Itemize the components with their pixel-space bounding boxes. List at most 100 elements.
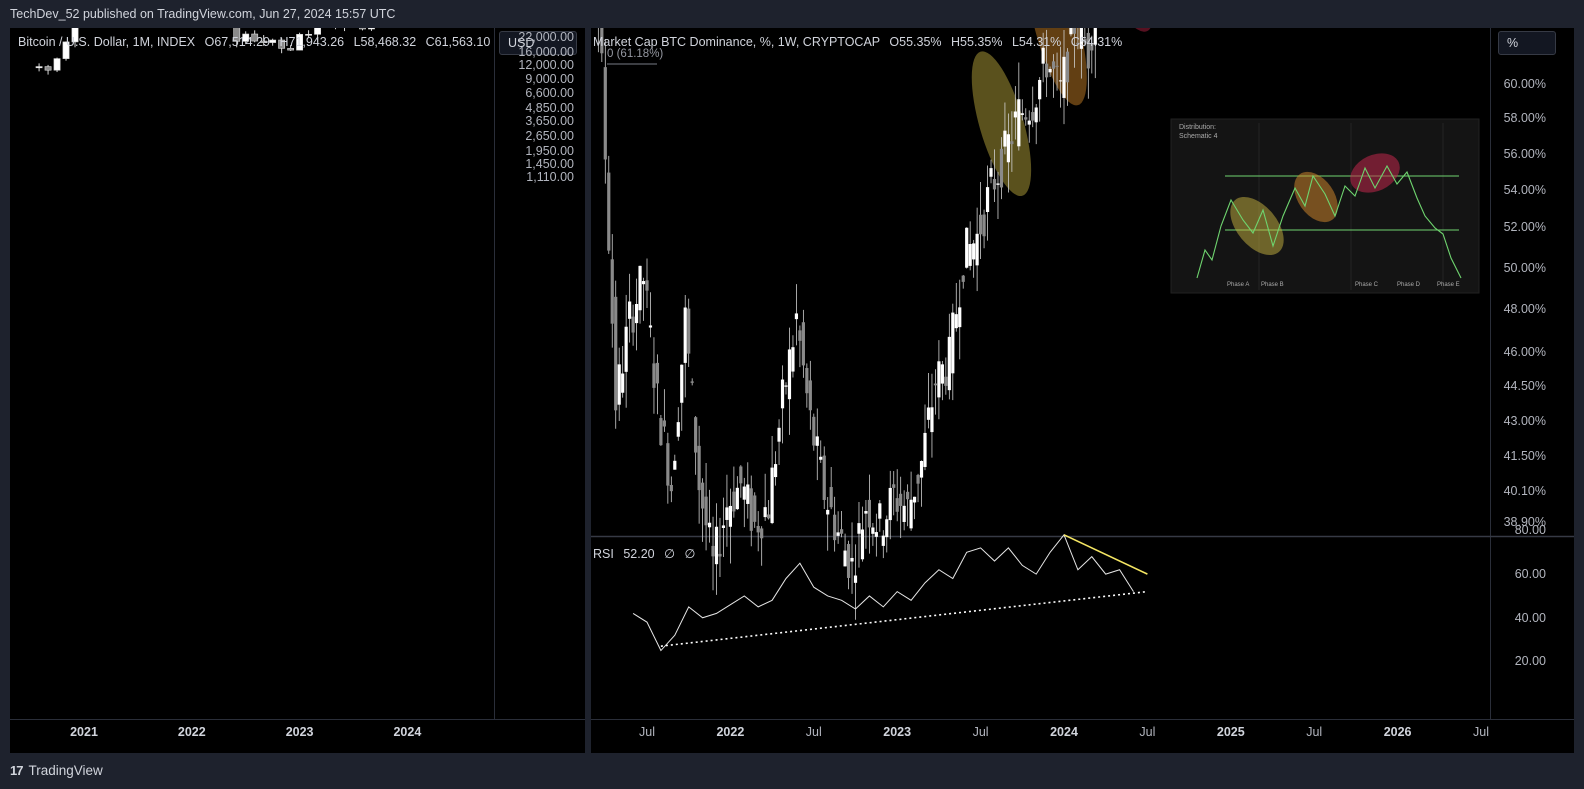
btc-y-tick-label: 4,850.00 xyxy=(525,100,574,115)
rsi-support-line xyxy=(660,590,1148,647)
dominance-candle xyxy=(840,510,844,538)
dominance-candle-body xyxy=(697,445,701,491)
dominance-x-tick-label: 2026 xyxy=(1383,725,1412,739)
dominance-candle-body xyxy=(770,467,774,524)
dominance-candle-body xyxy=(683,307,687,363)
dominance-candle-body xyxy=(989,168,993,177)
dominance-candle-body xyxy=(659,418,663,446)
btc-low-label: L xyxy=(353,35,361,49)
dominance-legend: Market Cap BTC Dominance, %, 1W, CRYPTOC… xyxy=(593,35,1122,49)
btc-candle-body xyxy=(287,48,295,51)
btc-candle xyxy=(344,28,346,32)
dominance-candle-body xyxy=(860,529,865,560)
btc-candle xyxy=(269,38,277,46)
dominance-candle xyxy=(746,462,750,519)
dominance-candle xyxy=(597,28,599,53)
dominance-candle-body xyxy=(753,495,757,522)
inset-highlight-b xyxy=(1294,171,1338,223)
btc-candle-body xyxy=(233,28,241,42)
dominance-candle xyxy=(860,506,865,562)
dominance-candle xyxy=(756,511,760,552)
dominance-candle-body xyxy=(718,553,722,557)
dominance-candle-body xyxy=(1065,51,1070,83)
dominance-candle xyxy=(867,474,871,554)
dominance-candle-body xyxy=(999,148,1004,188)
dominance-candle-body xyxy=(805,368,809,394)
dominance-phase-highlight xyxy=(1027,28,1087,106)
dominance-candle xyxy=(979,182,983,259)
btc-candle-body xyxy=(278,39,286,49)
dominance-candle xyxy=(853,544,858,620)
dominance-candle-body xyxy=(767,514,771,519)
dominance-candle-body xyxy=(621,373,625,393)
dominance-candle xyxy=(1041,32,1045,83)
dominance-y-tick-label: 43.00% xyxy=(1503,414,1546,428)
dominance-candle xyxy=(624,294,628,408)
dominance-candle xyxy=(930,373,934,458)
btc-candle xyxy=(251,30,259,43)
dominance-candle xyxy=(614,280,618,429)
dominance-candle-body xyxy=(652,363,656,388)
btc-candle xyxy=(296,32,303,51)
dominance-candle-body xyxy=(836,532,840,536)
dominance-y-tick-label: 54.00% xyxy=(1503,183,1546,197)
dominance-candle-body xyxy=(638,265,642,311)
dominance-candle xyxy=(767,500,771,520)
btc-high-label: H xyxy=(279,35,289,49)
dominance-candle-body xyxy=(607,172,611,251)
dominance-title: Market Cap BTC Dominance, %, 1W, CRYPTOC… xyxy=(593,35,880,49)
dominance-candle xyxy=(714,503,719,595)
rsi-flag-2: ∅ xyxy=(684,547,696,561)
dominance-candle-body xyxy=(874,532,878,537)
dominance-candle xyxy=(1031,86,1035,128)
dominance-candle xyxy=(628,273,632,343)
dominance-candle xyxy=(694,416,698,475)
btc-candle xyxy=(53,57,61,73)
btc-dominance-chart-panel[interactable]: Market Cap BTC Dominance, %, 1W, CRYPTOC… xyxy=(591,28,1574,753)
dominance-candle xyxy=(735,476,739,510)
dominance-candle-body xyxy=(850,557,854,562)
dominance-candle xyxy=(648,292,653,338)
dominance-y-tick-label: 60.00% xyxy=(1503,77,1546,91)
dominance-candle-body xyxy=(711,545,715,557)
dominance-candle xyxy=(739,465,743,498)
top-bar: TechDev_52 published on TradingView.com,… xyxy=(0,0,1584,28)
inset-highlight-c xyxy=(1350,153,1400,193)
btc-candle-body xyxy=(62,41,70,59)
btc-x-tick-label: 2023 xyxy=(285,725,314,739)
btc-open-label: O xyxy=(204,35,215,49)
dominance-candle xyxy=(874,513,878,557)
dominance-x-tick-label: 2022 xyxy=(716,725,745,739)
dominance-candle-body xyxy=(902,505,906,522)
dominance-candle-body xyxy=(940,364,944,384)
dominance-candle xyxy=(652,337,656,414)
dominance-candle xyxy=(972,239,976,278)
inset-phase-label: Phase A xyxy=(1227,282,1250,288)
dominance-candle-body xyxy=(787,349,792,400)
percent-unit-button[interactable]: % xyxy=(1498,31,1556,55)
dominance-candle xyxy=(937,340,941,420)
dominance-candle-body xyxy=(815,436,819,446)
dominance-candle-body xyxy=(895,498,899,512)
dominance-candle-body xyxy=(826,509,830,515)
dominance-candle-body xyxy=(648,325,653,328)
dominance-candle xyxy=(836,511,840,544)
dominance-candle-body xyxy=(798,330,802,341)
fib-level-label: 0 (61.18%) xyxy=(607,48,664,60)
dominance-y-tick-label: 48.00% xyxy=(1503,302,1546,316)
dominance-candle-body xyxy=(680,364,684,403)
dom-open-value: 55.35% xyxy=(899,35,942,49)
usd-unit-button[interactable]: USD xyxy=(499,31,577,55)
dominance-candle xyxy=(1090,35,1094,74)
dom-open-label: O xyxy=(889,35,900,49)
dominance-candle-body xyxy=(944,376,948,386)
dominance-candle-body xyxy=(624,326,628,372)
dominance-candle xyxy=(1017,62,1021,151)
dominance-candle-body xyxy=(1006,134,1010,163)
dominance-candle xyxy=(1079,28,1083,79)
btc-usd-chart-panel[interactable]: Bitcoin / U.S. Dollar, 1M, INDEX O67,514… xyxy=(10,28,585,753)
dominance-candle xyxy=(1024,108,1028,126)
dominance-candle-body xyxy=(1020,113,1024,115)
dominance-candle xyxy=(721,497,726,557)
dominance-candle xyxy=(850,522,854,594)
